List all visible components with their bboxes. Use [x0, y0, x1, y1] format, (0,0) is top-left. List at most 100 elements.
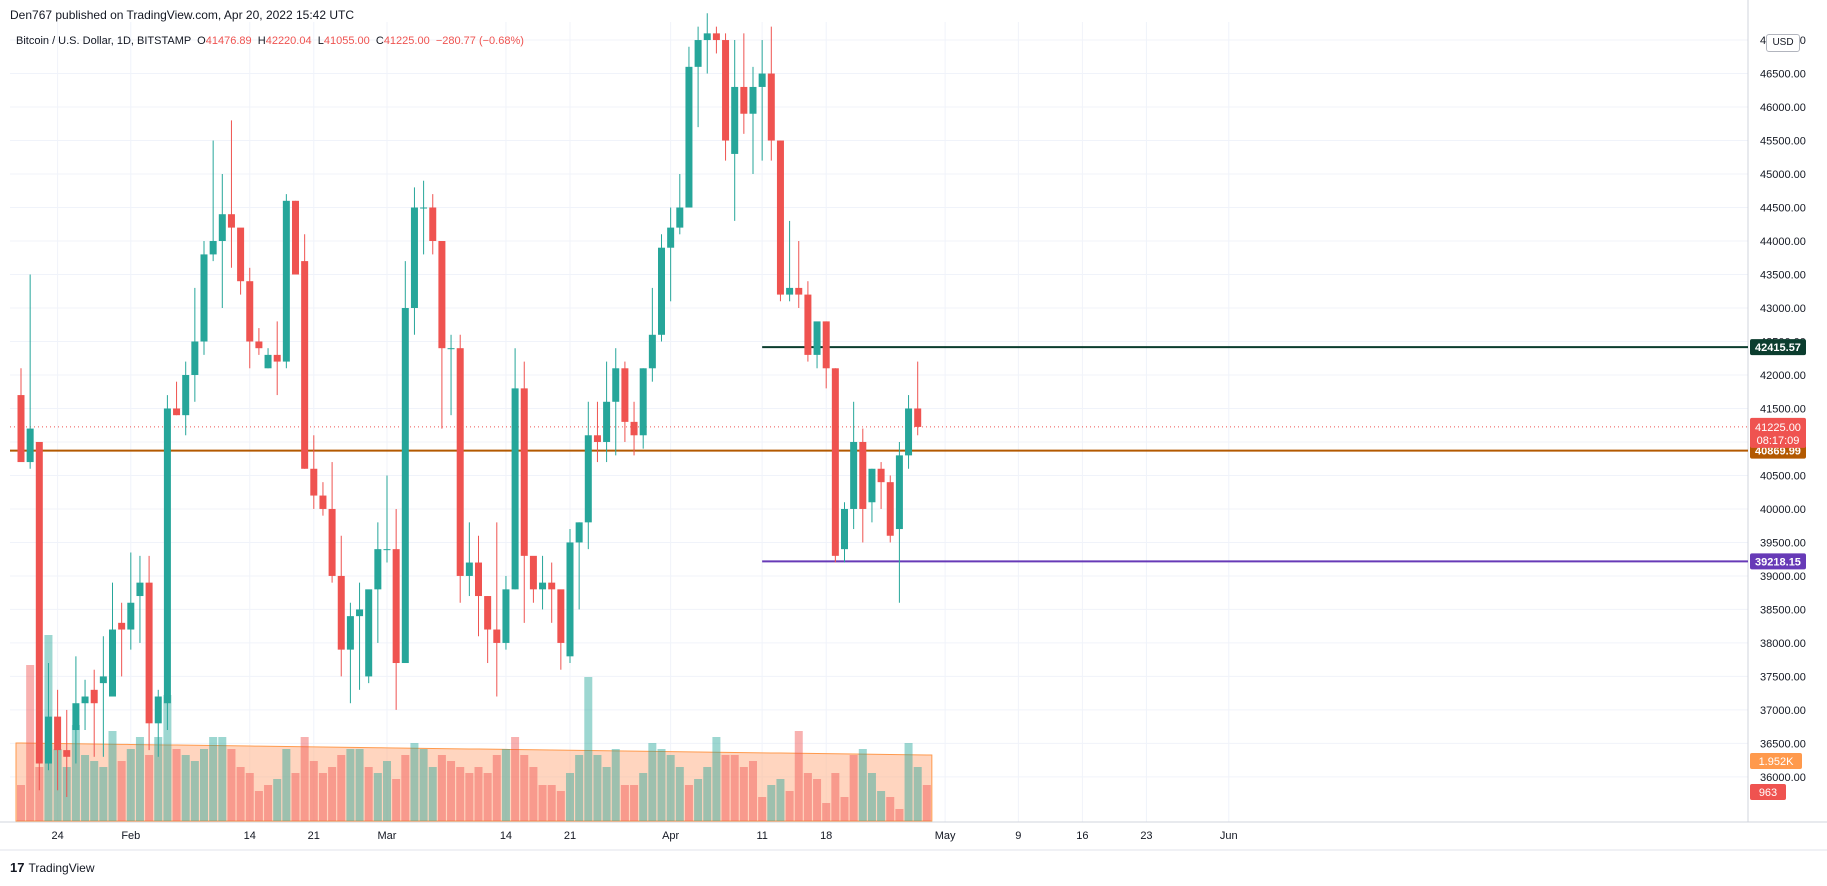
candle-body — [218, 214, 226, 242]
candle-body — [749, 86, 757, 114]
candle-body — [282, 200, 290, 362]
candle-body — [566, 542, 574, 657]
volume-bar — [739, 767, 748, 821]
candle-body — [118, 622, 126, 630]
candle-body — [557, 589, 565, 643]
candle-body — [356, 609, 364, 617]
candle-body — [895, 455, 903, 530]
candle-body — [292, 200, 299, 275]
currency-button[interactable]: USD — [1766, 34, 1800, 52]
candle-body — [273, 354, 281, 362]
candle-body — [804, 294, 812, 355]
x-tick-label: Apr — [662, 830, 679, 842]
y-tick-label: 45500.00 — [1760, 136, 1806, 148]
y-tick-label: 42000.00 — [1760, 370, 1806, 382]
volume-bar — [428, 767, 437, 821]
volume-bar — [172, 749, 181, 821]
x-tick-label: 11 — [756, 830, 767, 842]
volume-bar — [666, 755, 675, 821]
y-tick-label: 40500.00 — [1760, 470, 1806, 482]
volume-bar — [886, 797, 895, 821]
candle-body — [328, 508, 336, 576]
volume-bar — [694, 779, 703, 821]
candle-body — [54, 716, 62, 751]
candle-body — [575, 522, 583, 543]
close-label: C — [375, 35, 384, 47]
candle-body — [621, 368, 629, 422]
volume-bar — [200, 749, 208, 821]
volume-bar — [99, 767, 108, 821]
candle-body — [639, 368, 647, 436]
volume-bar — [858, 749, 867, 821]
candle-body — [648, 334, 656, 369]
volume-bar — [26, 665, 35, 821]
volume-bar — [511, 737, 520, 821]
y-tick-label: 43000.00 — [1760, 303, 1806, 315]
candle-body — [337, 575, 345, 650]
candle-body — [502, 589, 510, 643]
footer-brand[interactable]: 17 TradingView — [10, 860, 95, 875]
volume-bar — [703, 767, 712, 821]
candle-body — [401, 307, 409, 664]
candle-body — [548, 582, 556, 590]
candle-body — [90, 689, 98, 704]
candle-body — [529, 555, 537, 590]
candle-body — [420, 207, 428, 209]
volume-bar — [566, 773, 574, 821]
volume-bar — [758, 797, 767, 821]
candle-body — [346, 616, 354, 650]
volume-bar — [392, 779, 401, 821]
open-value: 41476.89 — [205, 35, 252, 47]
y-tick-label: 38000.00 — [1760, 638, 1806, 650]
candle-body — [712, 33, 720, 41]
volume-bar — [849, 755, 858, 821]
close-value: 41225.00 — [383, 35, 430, 47]
x-tick-label: 16 — [1076, 830, 1088, 842]
volume-bar — [767, 785, 776, 821]
candle-body — [758, 73, 766, 87]
volume-bar — [822, 803, 831, 821]
volume-bar — [611, 749, 620, 821]
volume-bar — [337, 755, 346, 821]
volume-bar — [401, 755, 410, 821]
footer-brand-text: TradingView — [28, 860, 95, 875]
volume-bar — [684, 785, 693, 821]
volume-bar — [383, 761, 391, 821]
candle-body — [831, 368, 839, 556]
high-value: 42220.04 — [265, 35, 312, 47]
volume-bar — [145, 755, 154, 821]
candle-body — [776, 140, 784, 295]
volume-bar — [867, 773, 876, 821]
volume-bar — [840, 797, 849, 821]
level-support_main-label: 40869.99 — [1755, 446, 1801, 458]
candle-body — [740, 86, 748, 114]
y-tick-label: 46000.00 — [1760, 102, 1806, 114]
candle-body — [255, 341, 263, 349]
candle-body — [841, 508, 848, 550]
volume-value-label: 1.952K — [1759, 756, 1795, 768]
candle-body — [694, 40, 702, 67]
current-price-tag — [1750, 417, 1806, 448]
y-tick-label: 44000.00 — [1760, 236, 1806, 248]
volume-bar — [575, 755, 584, 821]
volume-bar — [373, 773, 382, 821]
symbol-title[interactable]: Bitcoin / U.S. Dollar, 1D, BITSTAMP — [16, 35, 192, 47]
y-tick-label: 37000.00 — [1760, 705, 1806, 717]
volume-bar — [501, 749, 510, 821]
candle-body — [905, 408, 913, 456]
volume-bar — [675, 767, 684, 821]
volume-bar — [328, 767, 337, 821]
candle-body — [658, 247, 665, 335]
volume-bar — [419, 749, 428, 821]
volume-bar — [218, 737, 227, 821]
volume-bar — [657, 749, 666, 821]
y-tick-label: 43500.00 — [1760, 270, 1806, 282]
volume-bar — [245, 773, 254, 821]
volume-bar — [465, 773, 474, 821]
volume-bar — [730, 755, 739, 821]
candle-body — [511, 388, 519, 590]
volume-bar — [538, 785, 547, 821]
volume-bar — [254, 791, 263, 821]
volume-bar — [547, 785, 556, 821]
